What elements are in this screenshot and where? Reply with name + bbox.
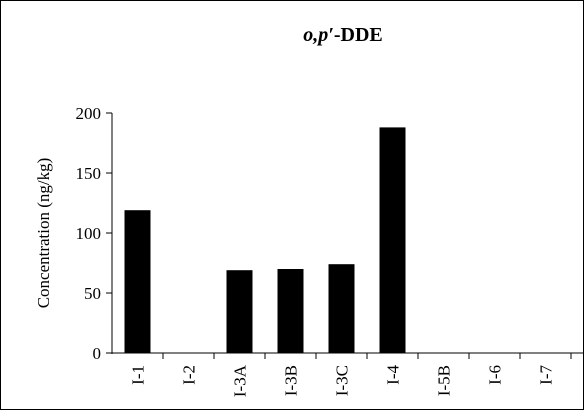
y-tick-label: 150	[76, 164, 102, 183]
y-ticks: 0 50 100 150 200	[76, 104, 112, 363]
chart-title: o,p′-DDE	[303, 24, 383, 46]
x-tick-label: I-3C	[333, 365, 352, 396]
y-tick-label: 200	[76, 104, 102, 123]
y-tick-label: 50	[84, 284, 101, 303]
bar	[226, 270, 253, 353]
bar	[124, 210, 151, 353]
y-axis-label: Concentration (ng/kg)	[34, 158, 53, 309]
chart-title-rest: -DDE	[334, 24, 383, 46]
x-tick-label: I-1	[129, 365, 148, 385]
x-tick-label: I-3B	[282, 365, 301, 396]
x-tick-label: I-6	[486, 365, 505, 385]
y-tick-label: 0	[93, 344, 102, 363]
x-ticks: I-1 I-2 I-3A I-3B I-3C I-4 I-5B I-6 I-7	[129, 353, 572, 397]
bar	[277, 269, 304, 353]
y-tick-label: 100	[76, 224, 102, 243]
bar	[379, 127, 406, 354]
x-tick-label: I-4	[384, 365, 403, 385]
x-tick-label: I-3A	[231, 364, 250, 397]
bar	[328, 264, 355, 353]
x-tick-label: I-7	[537, 365, 556, 385]
chart-title-italic: o,p′	[303, 24, 334, 46]
x-tick-label: I-2	[180, 365, 199, 385]
bars	[124, 127, 406, 354]
x-tick-label: I-5B	[435, 365, 454, 396]
